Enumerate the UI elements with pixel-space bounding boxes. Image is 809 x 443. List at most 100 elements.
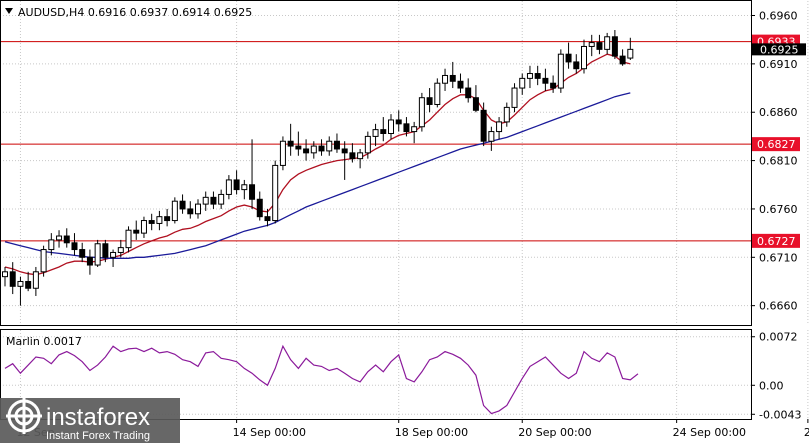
indicator-panel-frame (0, 329, 752, 420)
candle (611, 30, 618, 60)
candle (480, 102, 487, 147)
candle-body (457, 80, 464, 89)
candle (488, 126, 495, 151)
candle-body (56, 235, 63, 241)
candle (326, 136, 333, 156)
candle-body (550, 82, 557, 89)
candle-body (256, 198, 263, 218)
candle-body (40, 249, 47, 273)
candle-body (526, 73, 533, 79)
candle (403, 117, 410, 137)
candle (210, 191, 217, 209)
candle (542, 68, 549, 91)
candle-body (472, 97, 479, 111)
candle-body (565, 53, 572, 63)
candle (426, 88, 433, 113)
dropdown-triangle-icon[interactable] (5, 8, 13, 14)
logo-tagline: Instant Forex Trading (46, 430, 150, 442)
candle-body (86, 256, 93, 266)
candle (349, 143, 356, 163)
candle-body (488, 131, 495, 142)
candle (503, 102, 510, 127)
candle-body (403, 123, 410, 133)
candle (140, 216, 147, 238)
y-tick-label: -0.0043 (759, 408, 801, 421)
candle (40, 245, 47, 277)
candle (388, 114, 394, 140)
x-tick-label: 26 Sep 00:00 (804, 426, 809, 439)
candle-body (171, 200, 178, 222)
candle-body (264, 216, 271, 222)
candle (303, 139, 310, 161)
candle-body (372, 129, 379, 137)
candle (333, 133, 340, 153)
current-price-marker: 0.6925 (752, 43, 806, 56)
indicator-title: Marlin 0.0017 (6, 335, 82, 348)
candle-body (233, 179, 240, 191)
candle (187, 201, 194, 219)
candle-body (156, 216, 163, 224)
candle (395, 110, 402, 132)
candle-body (303, 148, 310, 154)
candle-body (557, 53, 564, 89)
candle-body (295, 145, 302, 150)
candle (372, 123, 379, 147)
candle-body (465, 87, 472, 99)
candle-body (187, 208, 194, 215)
candle (164, 208, 171, 227)
candle (218, 189, 225, 209)
candle (357, 148, 364, 169)
candle-body (395, 119, 402, 125)
candle (117, 239, 124, 258)
candle (110, 249, 117, 267)
candle-body (218, 193, 225, 205)
moving-average-lines (4, 53, 631, 276)
price-axis: 0.6960 0.6910 0.6860 0.6810 0.6760 0.6710 0.66… (751, 10, 798, 313)
candle (125, 226, 132, 253)
candle (496, 117, 503, 140)
candle (596, 34, 603, 55)
level-label-bg (752, 233, 800, 248)
candle-body (117, 247, 124, 253)
candle-body (341, 148, 348, 154)
candle-body (588, 42, 595, 47)
candle (550, 75, 557, 93)
candle (318, 139, 325, 156)
y-tick-label: 0.6910 (759, 58, 798, 71)
candle (519, 73, 526, 95)
y-tick-label: 0.6710 (759, 251, 798, 264)
candle (627, 37, 634, 60)
candle-body (25, 280, 32, 289)
logo-wordmark: instaforex (46, 404, 150, 431)
candle-body (225, 179, 232, 195)
candle (195, 199, 201, 219)
slow-ma-line (4, 92, 631, 259)
logo-emblem-icon (6, 398, 42, 434)
candle-body (519, 77, 526, 89)
candle-body (164, 216, 171, 222)
x-tick-label: 14 Sep 00:00 (233, 426, 306, 439)
y-tick-label: 0.6810 (759, 155, 798, 168)
candle (565, 42, 572, 69)
candle (411, 121, 418, 144)
candle-body (627, 48, 634, 59)
candle-body (32, 271, 39, 289)
candle-body (79, 249, 86, 258)
candle (133, 220, 140, 240)
indicator-grid (0, 330, 809, 419)
candle (272, 160, 279, 224)
candle-body (9, 271, 16, 287)
candle-body (287, 140, 294, 147)
candle-body (210, 196, 217, 205)
y-tick-label: 0.6960 (759, 10, 798, 23)
symbol-ohlc-line: AUDUSD,H4 0.6916 0.6937 0.6914 0.6925 (18, 6, 252, 19)
candle (102, 239, 109, 263)
candle-body (619, 55, 626, 65)
candle-body (125, 229, 132, 249)
y-tick-label: 0.6860 (759, 106, 798, 119)
candle (179, 194, 186, 214)
candle-body (71, 242, 78, 251)
marlin-line (4, 344, 639, 415)
candle (581, 39, 587, 74)
